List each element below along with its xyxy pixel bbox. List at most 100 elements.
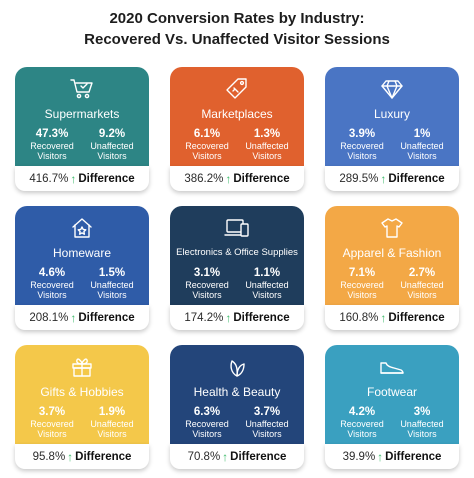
difference-label: Difference: [78, 172, 135, 185]
recovered-value: 7.1%: [348, 267, 376, 279]
difference-bar: 39.9% ↑ Difference: [325, 444, 459, 469]
card-header: Gifts & Hobbies 3.7% Recovered Visitors …: [15, 345, 149, 444]
up-arrow-icon: ↑: [380, 310, 387, 325]
recovered-value: 3.1%: [193, 267, 221, 279]
category-name: Electronics & Office Supplies: [176, 247, 298, 258]
difference-value: 416.7%: [29, 172, 69, 185]
recovered-value: 47.3%: [35, 128, 69, 140]
up-arrow-icon: ↑: [225, 171, 232, 186]
gift-icon: [69, 355, 95, 379]
card-header: Homeware 4.6% Recovered Visitors 1.5% Un…: [15, 206, 149, 305]
recovered-stat: 3.9% Recovered Visitors: [335, 128, 389, 161]
unaffected-stat: 1.1% Unaffected Visitors: [240, 267, 294, 300]
card-header: Luxury 3.9% Recovered Visitors 1% Unaffe…: [325, 67, 459, 166]
card-stats: 3.1% Recovered Visitors 1.1% Unaffected …: [170, 267, 304, 300]
difference-value: 95.8%: [32, 450, 66, 463]
difference-label: Difference: [78, 311, 135, 324]
house-icon: [69, 216, 95, 240]
difference-label: Difference: [385, 450, 442, 463]
unaffected-stat: 3% Unaffected Visitors: [395, 406, 449, 439]
title-line-2: Recovered Vs. Unaffected Visitor Session…: [84, 31, 390, 48]
unaffected-value: 1.5%: [98, 267, 126, 279]
unaffected-value: 1.1%: [253, 267, 281, 279]
unaffected-label: Unaffected Visitors: [400, 141, 444, 161]
difference-value: 70.8%: [187, 450, 221, 463]
recovered-label: Recovered Visitors: [30, 141, 74, 161]
industry-card-1: Supermarkets 47.3% Recovered Visitors 9.…: [15, 67, 149, 191]
card-header: Electronics & Office Supplies 3.1% Recov…: [170, 206, 304, 305]
recovered-label: Recovered Visitors: [185, 141, 229, 161]
unaffected-stat: 1.5% Unaffected Visitors: [85, 267, 139, 300]
up-arrow-icon: ↑: [377, 449, 384, 464]
industry-card-3: Luxury 3.9% Recovered Visitors 1% Unaffe…: [325, 67, 459, 191]
industry-card-4: Homeware 4.6% Recovered Visitors 1.5% Un…: [15, 206, 149, 330]
category-name: Luxury: [373, 107, 411, 121]
category-name: Footwear: [366, 385, 418, 399]
card-header: Apparel & Fashion 7.1% Recovered Visitor…: [325, 206, 459, 305]
recovered-stat: 3.7% Recovered Visitors: [25, 406, 79, 439]
infographic-title: 2020 Conversion Rates by Industry: Recov…: [0, 8, 474, 50]
difference-value: 386.2%: [184, 172, 224, 185]
card-stats: 4.2% Recovered Visitors 3% Unaffected Vi…: [325, 406, 459, 439]
difference-label: Difference: [388, 172, 445, 185]
difference-bar: 208.1% ↑ Difference: [15, 305, 149, 330]
up-arrow-icon: ↑: [222, 449, 229, 464]
recovered-stat: 4.2% Recovered Visitors: [335, 406, 389, 439]
unaffected-stat: 9.2% Unaffected Visitors: [85, 128, 139, 161]
difference-value: 160.8%: [339, 311, 379, 324]
unaffected-label: Unaffected Visitors: [90, 280, 134, 300]
leaf-icon: [224, 355, 250, 379]
category-name: Apparel & Fashion: [342, 246, 442, 260]
category-name: Gifts & Hobbies: [40, 385, 124, 399]
up-arrow-icon: ↑: [67, 449, 74, 464]
recovered-value: 4.2%: [348, 406, 376, 418]
unaffected-stat: 3.7% Unaffected Visitors: [240, 406, 294, 439]
recovered-value: 3.9%: [348, 128, 376, 140]
unaffected-value: 1.3%: [253, 128, 281, 140]
up-arrow-icon: ↑: [70, 310, 77, 325]
difference-label: Difference: [233, 311, 290, 324]
up-arrow-icon: ↑: [225, 310, 232, 325]
unaffected-stat: 1% Unaffected Visitors: [395, 128, 449, 161]
industry-card-2: Marketplaces 6.1% Recovered Visitors 1.3…: [170, 67, 304, 191]
tshirt-icon: [379, 216, 405, 240]
card-header: Marketplaces 6.1% Recovered Visitors 1.3…: [170, 67, 304, 166]
industry-card-7: Gifts & Hobbies 3.7% Recovered Visitors …: [15, 345, 149, 469]
unaffected-label: Unaffected Visitors: [400, 419, 444, 439]
difference-bar: 160.8% ↑ Difference: [325, 305, 459, 330]
recovered-label: Recovered Visitors: [340, 280, 384, 300]
difference-value: 174.2%: [184, 311, 224, 324]
difference-bar: 416.7% ↑ Difference: [15, 166, 149, 191]
card-header: Footwear 4.2% Recovered Visitors 3% Unaf…: [325, 345, 459, 444]
difference-bar: 289.5% ↑ Difference: [325, 166, 459, 191]
unaffected-label: Unaffected Visitors: [90, 419, 134, 439]
unaffected-stat: 1.9% Unaffected Visitors: [85, 406, 139, 439]
difference-bar: 386.2% ↑ Difference: [170, 166, 304, 191]
unaffected-value: 2.7%: [408, 267, 436, 279]
recovered-label: Recovered Visitors: [340, 419, 384, 439]
unaffected-label: Unaffected Visitors: [90, 141, 134, 161]
difference-value: 208.1%: [29, 311, 69, 324]
devices-icon: [224, 216, 250, 240]
card-stats: 47.3% Recovered Visitors 9.2% Unaffected…: [15, 128, 149, 161]
up-arrow-icon: ↑: [70, 171, 77, 186]
recovered-value: 6.1%: [193, 128, 221, 140]
category-name: Homeware: [52, 246, 112, 260]
card-header: Health & Beauty 6.3% Recovered Visitors …: [170, 345, 304, 444]
difference-label: Difference: [233, 172, 290, 185]
card-stats: 3.7% Recovered Visitors 1.9% Unaffected …: [15, 406, 149, 439]
unaffected-value: 3.7%: [253, 406, 281, 418]
recovered-label: Recovered Visitors: [30, 280, 74, 300]
shoe-icon: [379, 355, 405, 379]
unaffected-value: 1%: [413, 128, 431, 140]
industry-grid: Supermarkets 47.3% Recovered Visitors 9.…: [15, 67, 459, 469]
unaffected-value: 3%: [413, 406, 431, 418]
unaffected-stat: 2.7% Unaffected Visitors: [395, 267, 449, 300]
recovered-label: Recovered Visitors: [185, 419, 229, 439]
card-stats: 6.3% Recovered Visitors 3.7% Unaffected …: [170, 406, 304, 439]
category-name: Health & Beauty: [193, 385, 281, 399]
category-name: Supermarkets: [44, 107, 120, 121]
difference-label: Difference: [388, 311, 445, 324]
recovered-stat: 47.3% Recovered Visitors: [25, 128, 79, 161]
unaffected-label: Unaffected Visitors: [400, 280, 444, 300]
